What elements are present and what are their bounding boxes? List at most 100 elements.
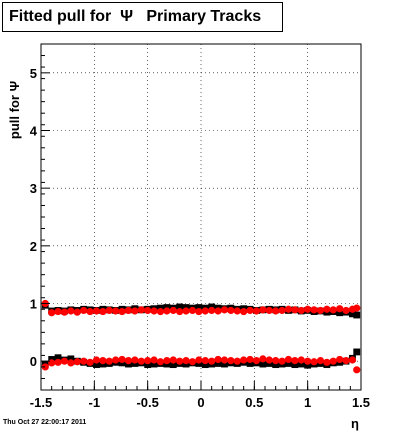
data-point: [188, 358, 197, 366]
x-tick-label: 1.5: [352, 395, 370, 410]
data-point: [86, 307, 94, 316]
y-tick-label: 4: [30, 124, 38, 139]
data-point: [246, 355, 254, 364]
data-point: [240, 356, 248, 364]
gridlines: [41, 44, 361, 390]
y-tick-label: 3: [30, 181, 37, 196]
x-axis-label: η: [351, 416, 359, 431]
data-point: [48, 309, 56, 317]
data-point: [99, 356, 107, 365]
data-point: [195, 304, 203, 311]
y-tick-label: 5: [30, 66, 37, 81]
y-tick-label: 0: [30, 354, 37, 369]
x-tick-label: 1: [304, 395, 311, 410]
data-point: [233, 307, 241, 315]
data-point: [310, 306, 318, 314]
x-tick-label: -0.5: [136, 395, 158, 410]
data-point: [291, 306, 299, 314]
data-point: [156, 307, 165, 316]
data-point: [297, 356, 305, 364]
data-point: [291, 361, 299, 369]
data-point: [201, 307, 209, 315]
data-point: [150, 307, 158, 315]
data-point: [252, 356, 261, 365]
data-point: [54, 307, 62, 316]
timestamp: Thu Oct 27 22:00:17 2011: [3, 419, 87, 426]
data-point: [131, 307, 139, 315]
y-tick-label: 1: [30, 297, 37, 312]
data-point: [41, 363, 49, 371]
data-point: [336, 355, 344, 364]
data-point: [259, 360, 267, 368]
data-point: [272, 356, 280, 365]
data-point: [304, 357, 312, 365]
data-point: [67, 307, 75, 315]
data-point: [323, 305, 331, 313]
data-point: [92, 307, 101, 315]
data-point: [195, 356, 203, 364]
data-point: [80, 357, 88, 365]
data-point: [156, 358, 165, 366]
data-point: [259, 355, 267, 363]
data-point: [54, 358, 62, 366]
data-point: [304, 361, 312, 369]
data-point: [169, 361, 177, 369]
data-point: [284, 305, 293, 313]
data-point: [323, 358, 331, 366]
data-point: [176, 307, 184, 316]
data-point: [329, 306, 337, 314]
data-point: [144, 361, 152, 369]
chart-title-box: Fitted pull for Ψ Primary Tracks: [2, 2, 283, 32]
data-point: [105, 357, 113, 365]
x-tick-label: 0: [197, 395, 204, 410]
axis-ticks: [40, 43, 362, 391]
data-point: [342, 306, 350, 315]
data-point: [73, 358, 81, 366]
data-point: [208, 306, 216, 315]
data-point: [348, 356, 357, 364]
data-point: [291, 356, 299, 365]
data-point: [208, 357, 216, 365]
data-point: [112, 307, 120, 315]
data-point: [163, 307, 171, 315]
data-point: [144, 356, 152, 365]
chart-title: Fitted pull for Ψ Primary Tracks: [9, 8, 262, 25]
data-point: [221, 360, 228, 368]
data-point: [297, 306, 305, 315]
data-point: [252, 307, 261, 315]
data-point: [353, 348, 361, 356]
data-point: [73, 308, 81, 316]
data-point: [163, 356, 171, 365]
data-point: [246, 360, 254, 367]
data-point: [316, 356, 325, 365]
data-point: [316, 306, 325, 315]
data-point: [112, 356, 120, 364]
data-point: [227, 306, 235, 315]
data-point: [310, 358, 318, 366]
data-point: [124, 306, 133, 315]
data-point: [105, 306, 113, 315]
data-point: [336, 309, 344, 317]
data-point: [182, 307, 190, 315]
data-point: [278, 306, 286, 315]
data-point: [92, 356, 101, 364]
y-axis-label: pull for Ψ: [7, 81, 22, 139]
data-point: [188, 306, 197, 315]
data-point: [353, 304, 361, 312]
data-point: [265, 356, 273, 364]
data-markers: [41, 299, 361, 374]
data-point: [124, 356, 133, 365]
data-point: [240, 307, 248, 316]
data-point: [349, 310, 356, 318]
data-point: [220, 356, 229, 364]
data-point: [297, 360, 305, 368]
data-point: [80, 306, 88, 315]
data-point: [353, 366, 361, 374]
data-point: [131, 356, 139, 364]
data-point: [227, 356, 235, 365]
data-point: [201, 356, 209, 365]
data-point: [169, 356, 177, 364]
data-point: [118, 355, 126, 364]
data-point: [144, 306, 152, 315]
